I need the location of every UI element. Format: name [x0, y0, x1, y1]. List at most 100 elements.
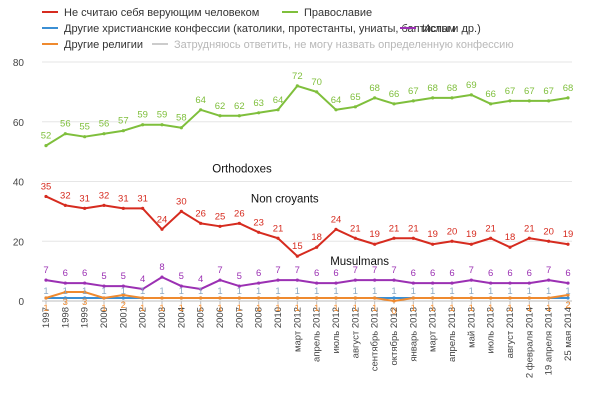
data-label-s0-16: 65 — [350, 92, 361, 103]
point-s0-27 — [566, 96, 570, 100]
x-tick-25-2014: 25 мая 2014 — [563, 307, 574, 361]
data-label-s4-4: 2 — [121, 300, 126, 311]
annotation-musulmans: Musulmans — [330, 256, 389, 268]
data-label-s2-8: 4 — [198, 274, 203, 285]
point-s4-18 — [392, 299, 396, 303]
data-label-s1-15: 24 — [331, 214, 342, 225]
x-tick-2013: май 2013 — [466, 307, 477, 348]
data-label-s3-27: 1 — [565, 286, 570, 297]
point-s4-15 — [334, 296, 338, 300]
data-label-s4-9: 1 — [217, 303, 222, 314]
legend: Не считаю себя верующим человеком Правосл… — [42, 7, 514, 51]
data-label-s2-19: 6 — [411, 268, 416, 279]
data-label-s3-22: 1 — [469, 286, 474, 297]
x-tick-2013: июль 2013 — [486, 307, 497, 354]
data-label-s4-19: 1 — [411, 303, 416, 314]
data-label-s4-27: 2 — [565, 300, 570, 311]
point-s0-26 — [547, 99, 551, 103]
x-tick-2003: 2003 — [157, 307, 168, 328]
data-label-s2-2: 6 — [82, 268, 87, 279]
x-tick-2012: октябрь 2012 — [389, 307, 400, 366]
point-s2-4 — [121, 284, 125, 288]
data-label-s2-4: 5 — [121, 271, 126, 282]
data-label-s1-5: 31 — [137, 193, 148, 204]
data-label-s2-15: 6 — [333, 268, 338, 279]
data-label-s0-13: 72 — [292, 71, 303, 82]
point-s4-22 — [469, 296, 473, 300]
data-label-s4-21: 1 — [449, 303, 454, 314]
data-label-s0-8: 64 — [195, 95, 206, 106]
point-s1-8 — [199, 221, 203, 225]
point-s2-0 — [44, 278, 48, 282]
point-s2-14 — [315, 281, 319, 285]
point-s0-7 — [179, 126, 183, 130]
data-label-s4-20: 1 — [430, 303, 435, 314]
point-s2-8 — [199, 287, 203, 291]
point-s0-21 — [450, 96, 454, 100]
annotation-non-croyants: Non croyants — [251, 193, 319, 205]
data-label-s0-3: 56 — [99, 119, 110, 130]
data-label-s3-24: 1 — [507, 286, 512, 297]
gridlines — [42, 61, 572, 302]
data-label-s1-20: 19 — [427, 229, 438, 240]
point-s1-9 — [218, 224, 222, 228]
point-s2-25 — [527, 281, 531, 285]
data-label-s4-2: 3 — [82, 297, 87, 308]
data-label-s2-22: 7 — [469, 265, 474, 276]
point-s0-18 — [392, 102, 396, 106]
point-s0-13 — [295, 84, 299, 88]
point-s1-0 — [44, 194, 48, 199]
data-label-s2-21: 6 — [449, 268, 454, 279]
x-tick-2007: 2007 — [234, 307, 245, 328]
data-label-s2-18: 7 — [391, 265, 396, 276]
data-label-s2-9: 7 — [217, 265, 222, 276]
data-label-s4-15: 1 — [333, 303, 338, 314]
point-s2-22 — [469, 278, 473, 282]
data-label-s0-21: 68 — [447, 83, 458, 94]
point-s2-23 — [489, 281, 493, 285]
data-label-s2-7: 5 — [179, 271, 184, 282]
data-label-s0-12: 64 — [273, 95, 284, 106]
data-label-s0-17: 68 — [369, 83, 380, 94]
point-s2-10 — [237, 284, 241, 288]
x-tick-2013: март 2013 — [428, 307, 439, 352]
data-label-s4-26: 1 — [546, 303, 551, 314]
data-label-s2-1: 6 — [63, 268, 68, 279]
point-s0-10 — [237, 114, 241, 118]
data-label-s3-4: 1 — [121, 286, 126, 297]
data-label-s0-6: 59 — [157, 110, 168, 121]
data-label-s2-23: 6 — [488, 268, 493, 279]
data-label-s4-1: 3 — [63, 297, 68, 308]
point-s3-1 — [63, 296, 67, 300]
point-s1-1 — [63, 203, 67, 207]
data-label-s1-25: 21 — [524, 223, 535, 234]
point-s1-12 — [276, 236, 280, 240]
data-label-s0-9: 62 — [215, 101, 226, 112]
point-s1-26 — [547, 239, 551, 243]
point-s4-7 — [179, 296, 183, 300]
point-s1-3 — [102, 203, 106, 207]
y-tick-40: 40 — [13, 178, 25, 189]
data-label-s4-12: 1 — [275, 303, 280, 314]
point-s0-19 — [411, 99, 415, 103]
data-label-s1-3: 32 — [99, 190, 110, 201]
data-label-s1-12: 21 — [273, 223, 284, 234]
data-label-s4-23: 1 — [488, 303, 493, 314]
data-label-s1-22: 19 — [466, 229, 477, 240]
data-label-s1-4: 31 — [118, 193, 129, 204]
point-s4-0 — [44, 296, 48, 300]
data-label-s2-14: 6 — [314, 268, 319, 279]
x-tick-1999: 1999 — [80, 307, 91, 328]
data-label-s3-5: 1 — [140, 286, 145, 297]
data-label-s3-14: 1 — [314, 286, 319, 297]
point-s2-3 — [102, 284, 106, 288]
data-label-s1-8: 26 — [195, 208, 206, 219]
point-s1-20 — [431, 242, 435, 246]
point-s2-13 — [295, 278, 299, 282]
point-s1-4 — [121, 206, 125, 210]
data-label-s0-24: 67 — [505, 86, 516, 97]
data-label-s4-13: 1 — [295, 303, 300, 314]
data-label-s2-12: 7 — [275, 265, 280, 276]
y-axis: 0 20 40 60 80 — [13, 58, 25, 308]
